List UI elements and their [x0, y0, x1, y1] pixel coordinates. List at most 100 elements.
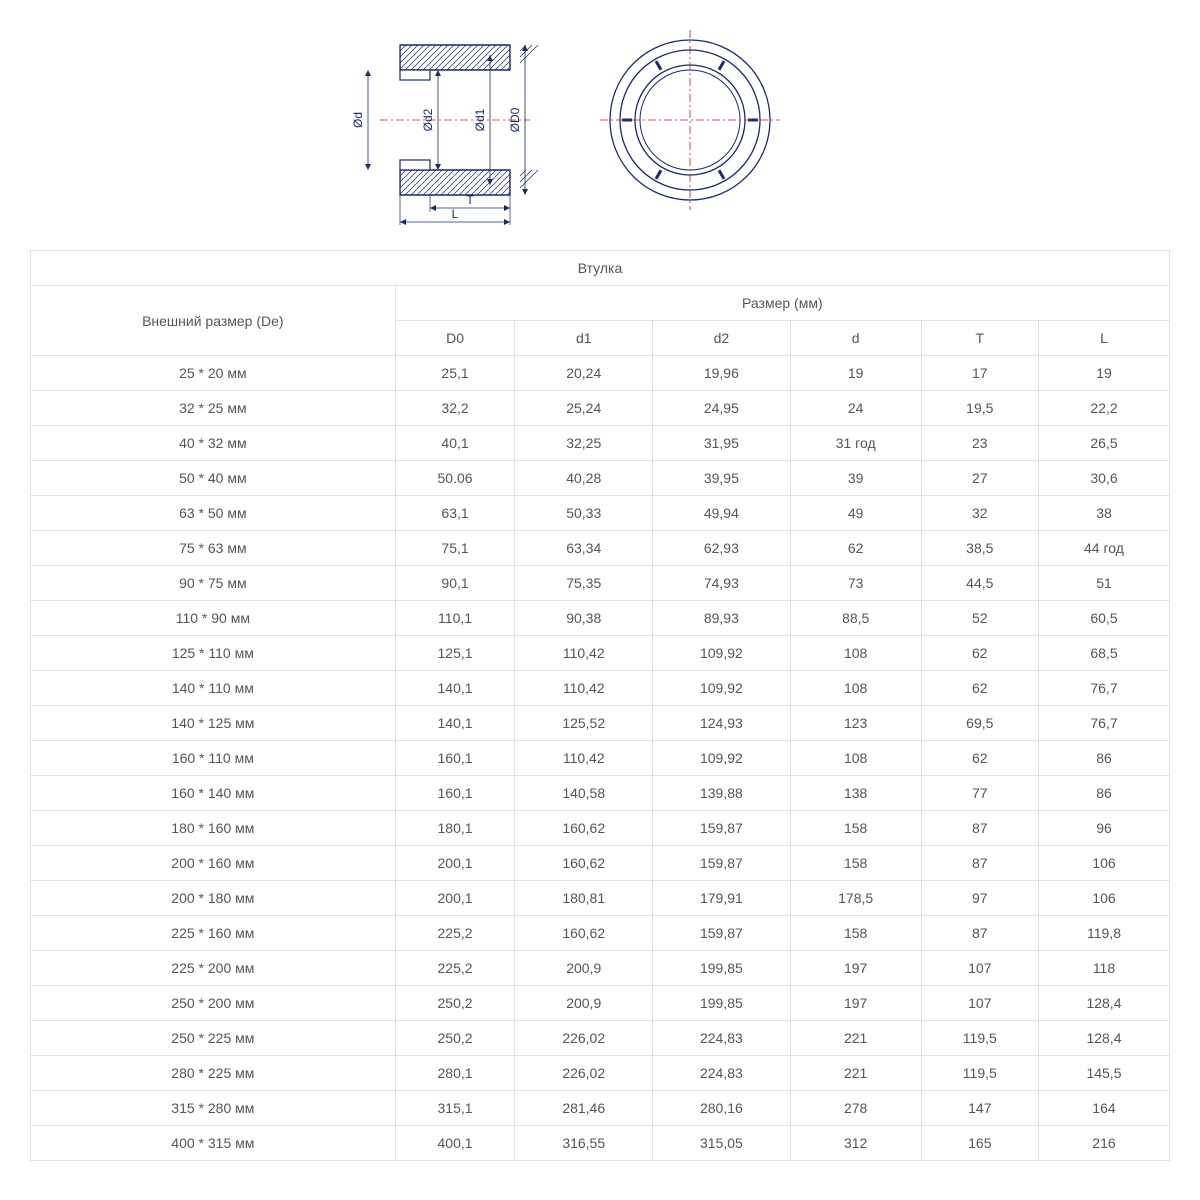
table-cell: 158 [790, 916, 921, 951]
table-row: 50 * 40 мм50.0640,2839,95392730,6 [31, 461, 1170, 496]
table-cell: 109,92 [653, 671, 791, 706]
table-cell: 107 [921, 951, 1038, 986]
table-cell: 68,5 [1038, 636, 1169, 671]
table-cell: 75,35 [515, 566, 653, 601]
table-cell: 75,1 [395, 531, 515, 566]
table-cell: 110,42 [515, 741, 653, 776]
table-cell: 224,83 [653, 1056, 791, 1091]
table-cell: 30,6 [1038, 461, 1169, 496]
table-cell: 125,1 [395, 636, 515, 671]
table-cell: 140,1 [395, 706, 515, 741]
table-cell: 89,93 [653, 601, 791, 636]
table-cell: 40,1 [395, 426, 515, 461]
table-cell: 200,9 [515, 986, 653, 1021]
table-cell: 19 [1038, 356, 1169, 391]
table-cell: 160,1 [395, 741, 515, 776]
table-cell: 224,83 [653, 1021, 791, 1056]
table-cell: 76,7 [1038, 706, 1169, 741]
table-row: 32 * 25 мм32,225,2424,952419,522,2 [31, 391, 1170, 426]
table-cell: 39 [790, 461, 921, 496]
svg-text:T: T [466, 193, 474, 207]
table-row: 160 * 110 мм160,1110,42109,921086286 [31, 741, 1170, 776]
table-cell: 25,24 [515, 391, 653, 426]
table-cell: 62 [921, 636, 1038, 671]
table-cell: 32,2 [395, 391, 515, 426]
table-cell: 140 * 125 мм [31, 706, 396, 741]
table-cell: 40,28 [515, 461, 653, 496]
table-cell: 400 * 315 мм [31, 1126, 396, 1161]
table-cell: 160,62 [515, 916, 653, 951]
table-cell: 281,46 [515, 1091, 653, 1126]
table-cell: 32 [921, 496, 1038, 531]
table-cell: 180 * 160 мм [31, 811, 396, 846]
table-cell: 110,42 [515, 636, 653, 671]
table-cell: 62 [921, 741, 1038, 776]
column-header: T [921, 321, 1038, 356]
table-cell: 145,5 [1038, 1056, 1169, 1091]
table-cell: 77 [921, 776, 1038, 811]
table-cell: 63 * 50 мм [31, 496, 396, 531]
table-cell: 23 [921, 426, 1038, 461]
table-cell: 159,87 [653, 811, 791, 846]
table-row: 25 * 20 мм25,120,2419,96191719 [31, 356, 1170, 391]
table-row: 140 * 125 мм140,1125,52124,9312369,576,7 [31, 706, 1170, 741]
table-row: 200 * 180 мм200,1180,81179,91178,597106 [31, 881, 1170, 916]
table-cell: 87 [921, 916, 1038, 951]
table-cell: 225,2 [395, 916, 515, 951]
table-cell: 31 год [790, 426, 921, 461]
table-cell: 108 [790, 636, 921, 671]
table-cell: 197 [790, 951, 921, 986]
table-title: Втулка [31, 251, 1170, 286]
table-cell: 27 [921, 461, 1038, 496]
table-cell: 19,96 [653, 356, 791, 391]
table-cell: 44 год [1038, 531, 1169, 566]
table-row: 110 * 90 мм110,190,3889,9388,55260,5 [31, 601, 1170, 636]
svg-text:L: L [452, 207, 459, 221]
table-row: 225 * 200 мм225,2200,9199,85197107118 [31, 951, 1170, 986]
table-cell: 280 * 225 мм [31, 1056, 396, 1091]
table-cell: 400,1 [395, 1126, 515, 1161]
column-header: d [790, 321, 921, 356]
table-cell: 22,2 [1038, 391, 1169, 426]
table-cell: 44,5 [921, 566, 1038, 601]
table-cell: 106 [1038, 881, 1169, 916]
header-size: Размер (мм) [395, 286, 1169, 321]
table-row: 280 * 225 мм280,1226,02224,83221119,5145… [31, 1056, 1170, 1091]
table-cell: 200,9 [515, 951, 653, 986]
table-cell: 160,62 [515, 846, 653, 881]
table-cell: 90 * 75 мм [31, 566, 396, 601]
table-cell: 250 * 225 мм [31, 1021, 396, 1056]
table-cell: 250 * 200 мм [31, 986, 396, 1021]
table-cell: 250,2 [395, 986, 515, 1021]
column-header: L [1038, 321, 1169, 356]
table-cell: 62,93 [653, 531, 791, 566]
table-cell: 200 * 160 мм [31, 846, 396, 881]
table-cell: 75 * 63 мм [31, 531, 396, 566]
table-cell: 200,1 [395, 846, 515, 881]
table-cell: 86 [1038, 776, 1169, 811]
table-cell: 76,7 [1038, 671, 1169, 706]
table-cell: 118 [1038, 951, 1169, 986]
table-cell: 60,5 [1038, 601, 1169, 636]
table-row: 180 * 160 мм180,1160,62159,871588796 [31, 811, 1170, 846]
table-cell: 199,85 [653, 951, 791, 986]
table-cell: 26,5 [1038, 426, 1169, 461]
table-cell: 315,05 [653, 1126, 791, 1161]
table-cell: 87 [921, 811, 1038, 846]
table-cell: 20,24 [515, 356, 653, 391]
table-cell: 140 * 110 мм [31, 671, 396, 706]
column-header: d2 [653, 321, 791, 356]
table-cell: 221 [790, 1021, 921, 1056]
table-cell: 50 * 40 мм [31, 461, 396, 496]
table-cell: 160 * 140 мм [31, 776, 396, 811]
table-row: 200 * 160 мм200,1160,62159,8715887106 [31, 846, 1170, 881]
table-cell: 107 [921, 986, 1038, 1021]
table-cell: 179,91 [653, 881, 791, 916]
table-cell: 74,93 [653, 566, 791, 601]
table-cell: 49 [790, 496, 921, 531]
table-cell: 109,92 [653, 636, 791, 671]
svg-text:Ød2: Ød2 [421, 108, 435, 131]
table-cell: 24,95 [653, 391, 791, 426]
table-cell: 19,5 [921, 391, 1038, 426]
table-cell: 51 [1038, 566, 1169, 601]
